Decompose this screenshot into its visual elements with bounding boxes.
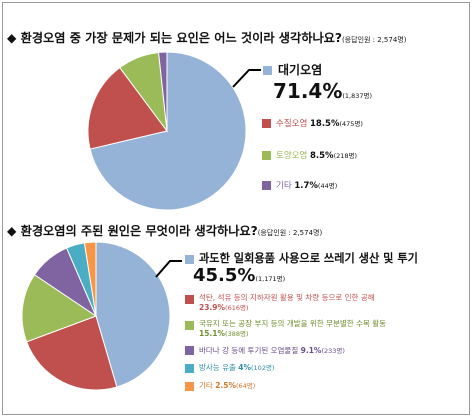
legend-label-water: 수질오염 18.5%(475명)	[276, 117, 363, 129]
pie-1-slice-0	[89, 51, 247, 211]
waste-percent: 45.5%	[193, 265, 256, 286]
other1-percent: 1.7%	[294, 181, 318, 191]
sea-count: (233명)	[321, 347, 345, 355]
forest-count: (388명)	[225, 330, 249, 338]
sea-label: 바다나 강 등에 투기된 오염물질	[199, 346, 299, 355]
forest-label: 국유지 또는 공장 부지 등의 개발을 위한 무분별한 수목 활동	[199, 319, 387, 328]
pie-1-slice-3	[158, 51, 168, 132]
legend-swatch-water	[262, 119, 271, 128]
water-count: (475명)	[339, 120, 363, 128]
chart-1-respondents: (응답인원 : 2,574명)	[341, 36, 407, 44]
legend-swatch-radiation	[185, 364, 194, 373]
soil-count: (218명)	[333, 152, 358, 160]
chart-1-title-text: ◆ 환경오염 중 가장 문제가 되는 요인은 어느 것이라 생각하나요?	[7, 31, 342, 45]
legend-label-air: 대기오염	[278, 63, 323, 77]
radiation-percent: 4%	[238, 363, 252, 372]
legend-label-radiation: 방사능 유출 4%(102명)	[199, 362, 274, 373]
air-percent: 71.4%	[273, 79, 343, 103]
air-count: (1,837명)	[342, 92, 373, 100]
pie-2-slice-5	[83, 241, 97, 317]
legend-swatch-sea	[185, 346, 194, 355]
legend-label-sea: 바다나 강 등에 투기된 오염물질 9.1%(233명)	[199, 345, 345, 356]
legend-label-fossil: 석탄, 석유 등의 지하자원 활용 및 차량 등으로 인한 공해 23.9%(61…	[199, 293, 375, 313]
other1-label: 기타	[276, 181, 292, 191]
fossil-percent: 23.9%	[199, 303, 226, 312]
chart-2-title: ◆ 환경오염의 주된 원인은 무엇이라 생각하나요?(응답인원 : 2,574명…	[7, 221, 322, 239]
other1-count: (44명)	[317, 182, 338, 190]
other2-label: 기타	[199, 381, 213, 390]
fossil-count: (616명)	[225, 304, 249, 312]
radiation-count: (102명)	[251, 364, 275, 372]
legend-swatch-air	[263, 66, 272, 75]
water-percent: 18.5%	[309, 119, 340, 129]
chart-2-respondents: (응답인원 : 2,574명)	[257, 229, 323, 237]
legend-label-soil: 토양오염 8.5%(218명)	[276, 149, 357, 161]
sea-percent: 9.1%	[300, 346, 322, 355]
legend-label-forest: 국유지 또는 공장 부지 등의 개발을 위한 무분별한 수목 활동 15.1%(3…	[199, 319, 386, 339]
legend-swatch-other-2	[185, 382, 194, 391]
pie-1-leader-line	[232, 69, 261, 88]
water-label: 수질오염	[276, 119, 308, 129]
chart-2-title-text: ◆ 환경오염의 주된 원인은 무엇이라 생각하나요?	[7, 224, 258, 238]
pie-2-slice-0	[95, 241, 171, 388]
legend-value-air: 71.4%(1,837명)	[273, 79, 372, 103]
chart-1-title: ◆ 환경오염 중 가장 문제가 되는 요인은 어느 것이라 생각하나요?(응답인…	[7, 28, 406, 46]
legend-swatch-soil	[262, 151, 271, 160]
pie-chart-2	[21, 241, 171, 391]
pie-2-leader-line	[155, 260, 182, 278]
other2-count: (64명)	[236, 382, 256, 390]
legend-label-other-1: 기타 1.7%(44명)	[276, 179, 337, 191]
pie-chart-1	[87, 51, 247, 211]
legend-label-other-2: 기타 2.5%(64명)	[199, 380, 255, 391]
radiation-label: 방사능 유출	[199, 363, 236, 372]
chart-frame: ◆ 환경오염 중 가장 문제가 되는 요인은 어느 것이라 생각하나요?(응답인…	[2, 2, 470, 415]
soil-label: 토양오염	[276, 151, 308, 161]
legend-swatch-forest	[185, 321, 194, 330]
pie-2-slice-1	[26, 315, 118, 391]
legend-swatch-fossil	[185, 295, 194, 304]
other2-percent: 2.5%	[215, 381, 237, 390]
pie-1-slice-1	[87, 66, 168, 150]
fossil-label: 석탄, 석유 등의 지하자원 활용 및 차량 등으로 인한 공해	[199, 293, 375, 302]
pie-2-slice-2	[21, 274, 98, 343]
legend-swatch-other-1	[262, 181, 271, 190]
legend-swatch-waste	[185, 255, 194, 264]
soil-percent: 8.5%	[309, 151, 334, 161]
legend-label-waste: 과도한 일회용품 사용으로 쓰레기 생산 및 투기	[199, 252, 418, 265]
waste-count: (1,171명)	[255, 275, 286, 283]
legend-value-waste: 45.5%(1,171명)	[193, 265, 285, 286]
forest-percent: 15.1%	[199, 329, 226, 338]
